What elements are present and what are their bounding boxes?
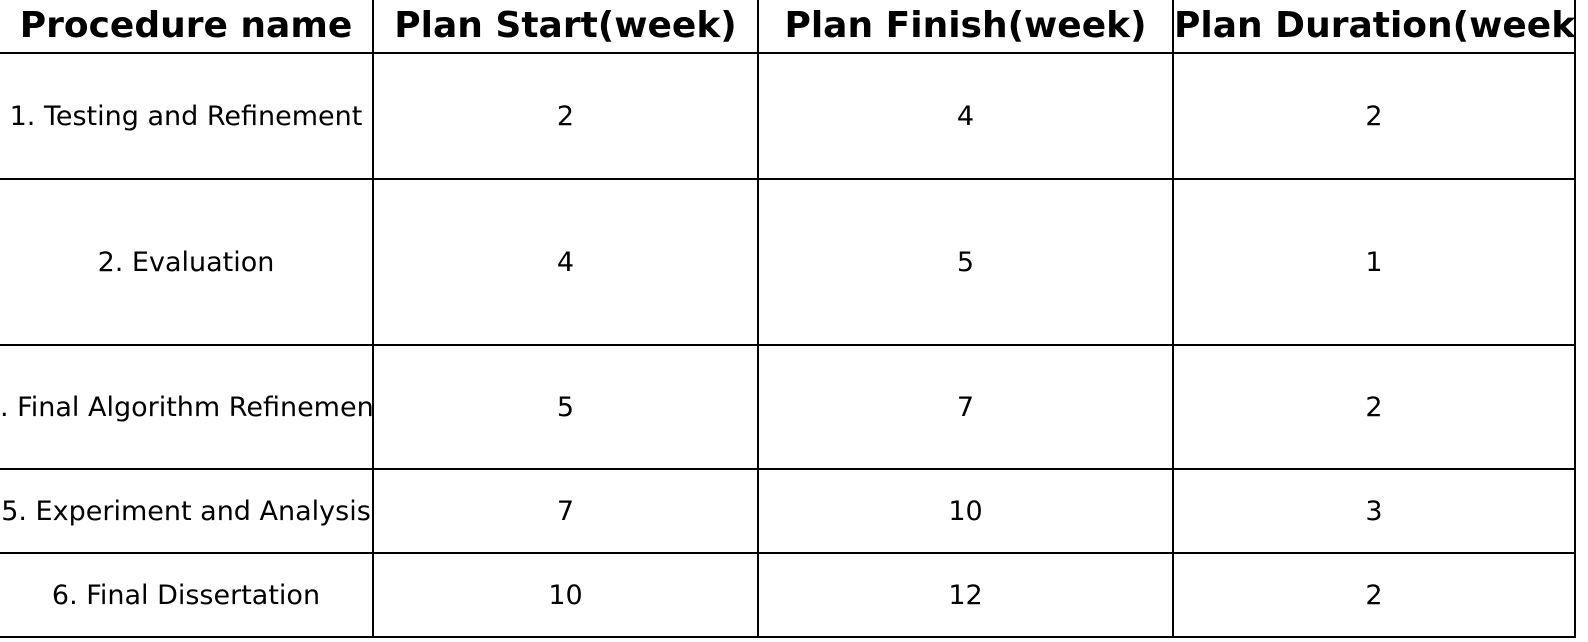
plan-start-cell: 7: [372, 468, 759, 554]
header-row: Procedure name Plan Start(week) Plan Fin…: [0, 0, 1576, 54]
plan-start-cell: 10: [372, 552, 759, 638]
table-row: 5. Experiment and Analysis 7 10 3: [0, 468, 1576, 554]
plan-finish-cell: 7: [757, 344, 1174, 470]
plan-start-cell: 4: [372, 178, 759, 346]
plan-finish-cell: 5: [757, 178, 1174, 346]
procedure-cell: 5. Experiment and Analysis: [0, 468, 374, 554]
plan-duration-cell: 2: [1172, 52, 1576, 180]
plan-duration-cell: 2: [1172, 552, 1576, 638]
plan-start-cell: 5: [372, 344, 759, 470]
header-plan-finish: Plan Finish(week): [757, 0, 1174, 54]
table-row: 1. Testing and Refinement 2 4 2: [0, 52, 1576, 180]
plan-start-cell: 2: [372, 52, 759, 180]
plan-duration-cell: 2: [1172, 344, 1576, 470]
header-procedure-name: Procedure name: [0, 0, 374, 54]
header-plan-start: Plan Start(week): [372, 0, 759, 54]
table-row: . Final Algorithm Refinemen 5 7 2: [0, 344, 1576, 470]
header-plan-duration: Plan Duration(week): [1172, 0, 1576, 54]
procedure-cell: 2. Evaluation: [0, 178, 374, 346]
plan-duration-cell: 1: [1172, 178, 1576, 346]
plan-finish-cell: 10: [757, 468, 1174, 554]
table-row: 2. Evaluation 4 5 1: [0, 178, 1576, 346]
plan-finish-cell: 12: [757, 552, 1174, 638]
table-row: 6. Final Dissertation 10 12 2: [0, 552, 1576, 638]
procedure-cell: . Final Algorithm Refinemen: [0, 344, 374, 470]
procedure-cell: 1. Testing and Refinement: [0, 52, 374, 180]
plan-duration-cell: 3: [1172, 468, 1576, 554]
plan-finish-cell: 4: [757, 52, 1174, 180]
procedure-cell: 6. Final Dissertation: [0, 552, 374, 638]
